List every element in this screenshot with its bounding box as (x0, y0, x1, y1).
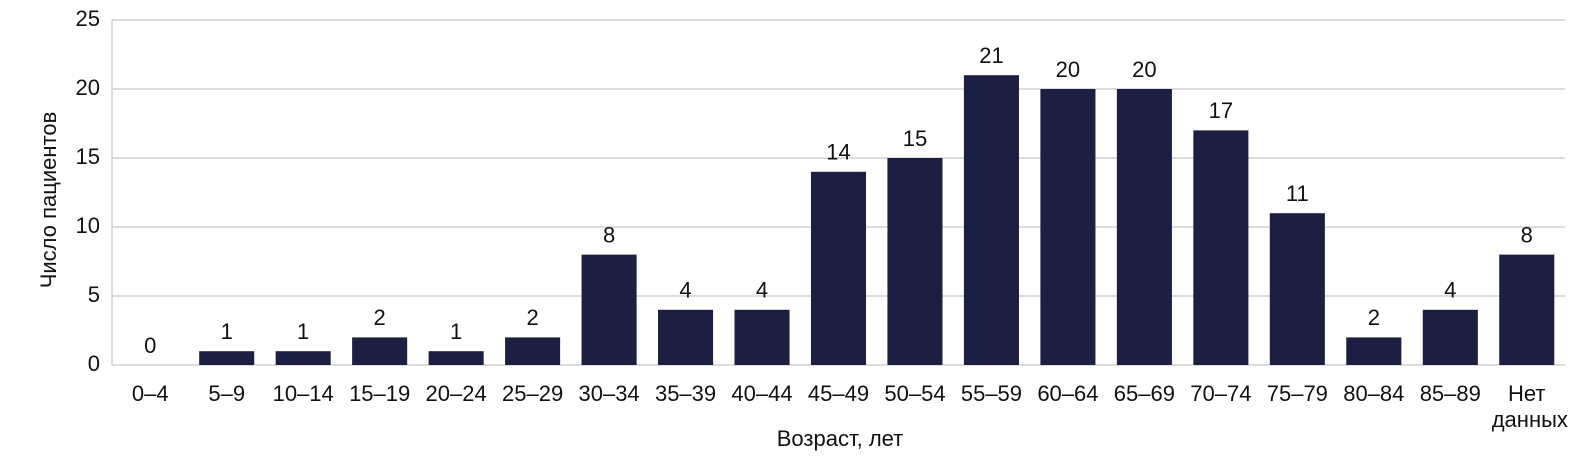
value-label: 1 (450, 319, 462, 344)
x-tick-label: 65–69 (1114, 381, 1175, 406)
value-label: 15 (903, 126, 927, 151)
bar (275, 351, 331, 365)
x-tick-label: 60–64 (1037, 381, 1098, 406)
x-tick-label: Нет данных (1486, 381, 1568, 432)
x-tick-label: 0–4 (132, 381, 169, 406)
x-tick-label: 85–89 (1420, 381, 1481, 406)
value-label: 2 (1368, 305, 1380, 330)
y-tick-label: 10 (76, 213, 100, 238)
value-label: 20 (1056, 57, 1080, 82)
bar (1346, 337, 1402, 365)
x-tick-label: 10–14 (273, 381, 334, 406)
bar (887, 158, 943, 365)
value-label: 20 (1132, 57, 1156, 82)
bar (1499, 254, 1555, 365)
x-tick-label: 25–29 (502, 381, 563, 406)
x-tick-label: 30–34 (578, 381, 639, 406)
bar (199, 351, 255, 365)
x-tick-label: 55–59 (961, 381, 1022, 406)
y-tick-label: 0 (88, 351, 100, 376)
value-label: 1 (297, 319, 309, 344)
value-label: 4 (1444, 278, 1456, 303)
x-tick-label: 40–44 (731, 381, 792, 406)
bar (963, 75, 1019, 365)
bar (810, 171, 867, 365)
x-tick-label: 70–74 (1190, 381, 1251, 406)
value-label: 8 (603, 222, 615, 247)
value-label: 1 (221, 319, 233, 344)
bar (1422, 309, 1478, 365)
bar (734, 309, 790, 365)
x-tick-label: 35–39 (655, 381, 716, 406)
value-label: 2 (374, 305, 386, 330)
y-tick-label: 15 (76, 144, 100, 169)
x-axis-title: Возраст, лет (777, 426, 904, 451)
bar (1116, 89, 1172, 365)
value-label: 4 (756, 278, 768, 303)
x-tick-label: 50–54 (884, 381, 945, 406)
bar (352, 337, 408, 365)
y-tick-label: 5 (88, 282, 100, 307)
x-tick-label: 20–24 (426, 381, 487, 406)
x-tick-label: 5–9 (208, 381, 245, 406)
value-label: 17 (1209, 98, 1233, 123)
x-tick-label: 15–19 (349, 381, 410, 406)
x-tick-label: 75–79 (1267, 381, 1328, 406)
value-label: 2 (526, 305, 538, 330)
bar (1269, 213, 1325, 365)
x-tick-label: 80–84 (1343, 381, 1404, 406)
value-label: 11 (1286, 181, 1309, 206)
value-label: 0 (144, 333, 156, 358)
bar (428, 351, 484, 365)
bar (505, 337, 561, 365)
bar (1193, 130, 1249, 365)
bar (1040, 89, 1096, 365)
value-label: 8 (1521, 222, 1533, 247)
y-axis-title: Число пациентов (36, 112, 61, 289)
y-tick-label: 20 (76, 75, 100, 100)
value-label: 14 (826, 140, 850, 165)
bar (581, 254, 637, 365)
value-label: 21 (979, 43, 1003, 68)
bar (658, 309, 714, 365)
y-tick-label: 25 (76, 6, 100, 31)
value-label: 4 (679, 278, 691, 303)
x-tick-label: 45–49 (808, 381, 869, 406)
